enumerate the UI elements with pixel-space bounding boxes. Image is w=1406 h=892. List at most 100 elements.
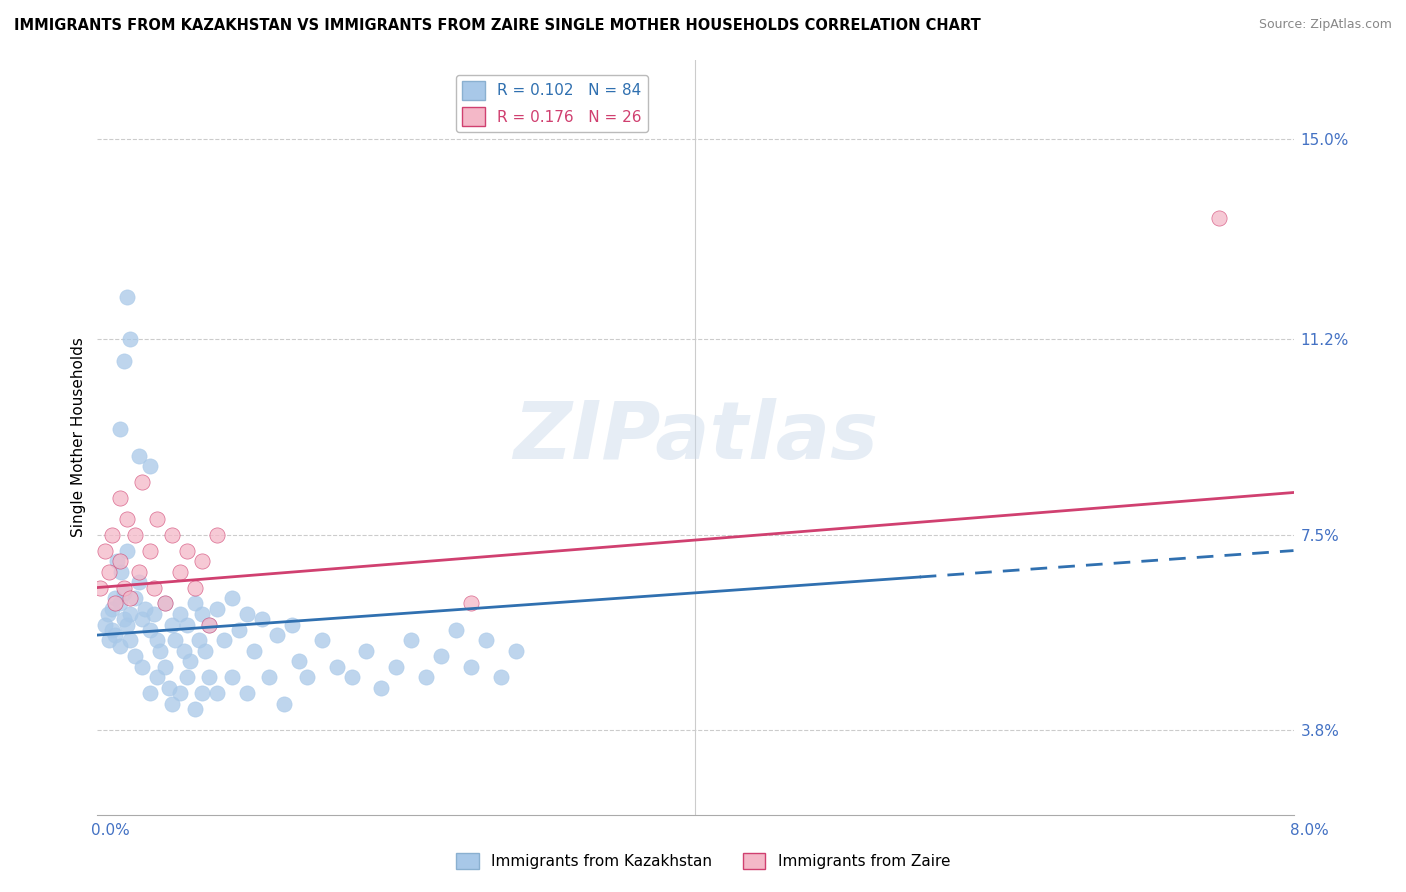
Point — [134, 601, 156, 615]
Point — [120, 333, 142, 347]
Point — [198, 670, 221, 684]
Point — [340, 670, 363, 684]
Point — [243, 644, 266, 658]
Point — [124, 649, 146, 664]
Point — [146, 512, 169, 526]
Point — [179, 655, 201, 669]
Point — [153, 596, 176, 610]
Point — [165, 633, 187, 648]
Point — [160, 527, 183, 541]
Point — [505, 644, 527, 658]
Point — [98, 633, 121, 648]
Point — [112, 612, 135, 626]
Point — [146, 670, 169, 684]
Point — [198, 617, 221, 632]
Point — [228, 623, 250, 637]
Point — [370, 681, 392, 695]
Point — [176, 543, 198, 558]
Point — [183, 702, 205, 716]
Point — [250, 612, 273, 626]
Legend: R = 0.102   N = 84, R = 0.176   N = 26: R = 0.102 N = 84, R = 0.176 N = 26 — [456, 75, 648, 132]
Point — [191, 686, 214, 700]
Point — [94, 543, 117, 558]
Legend: Immigrants from Kazakhstan, Immigrants from Zaire: Immigrants from Kazakhstan, Immigrants f… — [450, 847, 956, 875]
Point — [131, 612, 153, 626]
Point — [489, 670, 512, 684]
Point — [101, 623, 124, 637]
Point — [138, 686, 160, 700]
Point — [444, 623, 467, 637]
Point — [280, 617, 302, 632]
Point — [138, 543, 160, 558]
Point — [128, 575, 150, 590]
Text: ZIPat​las: ZIPat​las — [513, 398, 877, 476]
Point — [112, 586, 135, 600]
Point — [205, 527, 228, 541]
Point — [221, 591, 243, 606]
Point — [108, 491, 131, 505]
Point — [108, 596, 131, 610]
Point — [295, 670, 318, 684]
Point — [430, 649, 453, 664]
Point — [205, 686, 228, 700]
Point — [104, 628, 127, 642]
Point — [101, 527, 124, 541]
Text: 0.0%: 0.0% — [91, 823, 131, 838]
Point — [205, 601, 228, 615]
Point — [112, 353, 135, 368]
Point — [460, 596, 482, 610]
Point — [131, 659, 153, 673]
Point — [143, 581, 166, 595]
Point — [101, 601, 124, 615]
Point — [160, 697, 183, 711]
Point — [183, 596, 205, 610]
Point — [214, 633, 236, 648]
Point — [475, 633, 498, 648]
Point — [325, 659, 347, 673]
Text: 8.0%: 8.0% — [1289, 823, 1329, 838]
Point — [110, 565, 132, 579]
Point — [176, 670, 198, 684]
Point — [112, 581, 135, 595]
Point — [108, 422, 131, 436]
Point — [169, 607, 191, 621]
Y-axis label: Single Mother Households: Single Mother Households — [72, 337, 86, 537]
Point — [98, 565, 121, 579]
Point — [117, 290, 139, 304]
Point — [146, 633, 169, 648]
Point — [143, 607, 166, 621]
Point — [176, 617, 198, 632]
Point — [149, 644, 172, 658]
Point — [128, 565, 150, 579]
Point — [117, 512, 139, 526]
Point — [157, 681, 180, 695]
Point — [415, 670, 437, 684]
Point — [356, 644, 378, 658]
Point — [191, 554, 214, 568]
Point — [117, 617, 139, 632]
Point — [131, 475, 153, 489]
Point — [108, 554, 131, 568]
Point — [120, 633, 142, 648]
Point — [124, 527, 146, 541]
Point — [94, 617, 117, 632]
Point — [120, 607, 142, 621]
Point — [124, 591, 146, 606]
Point — [1208, 211, 1230, 225]
Point — [104, 591, 127, 606]
Point — [188, 633, 211, 648]
Point — [191, 607, 214, 621]
Point — [105, 554, 128, 568]
Point — [160, 617, 183, 632]
Point — [194, 644, 217, 658]
Point — [138, 623, 160, 637]
Point — [385, 659, 408, 673]
Point — [153, 596, 176, 610]
Point — [117, 543, 139, 558]
Point — [460, 659, 482, 673]
Point — [173, 644, 195, 658]
Point — [104, 596, 127, 610]
Point — [236, 607, 259, 621]
Point — [221, 670, 243, 684]
Point — [120, 591, 142, 606]
